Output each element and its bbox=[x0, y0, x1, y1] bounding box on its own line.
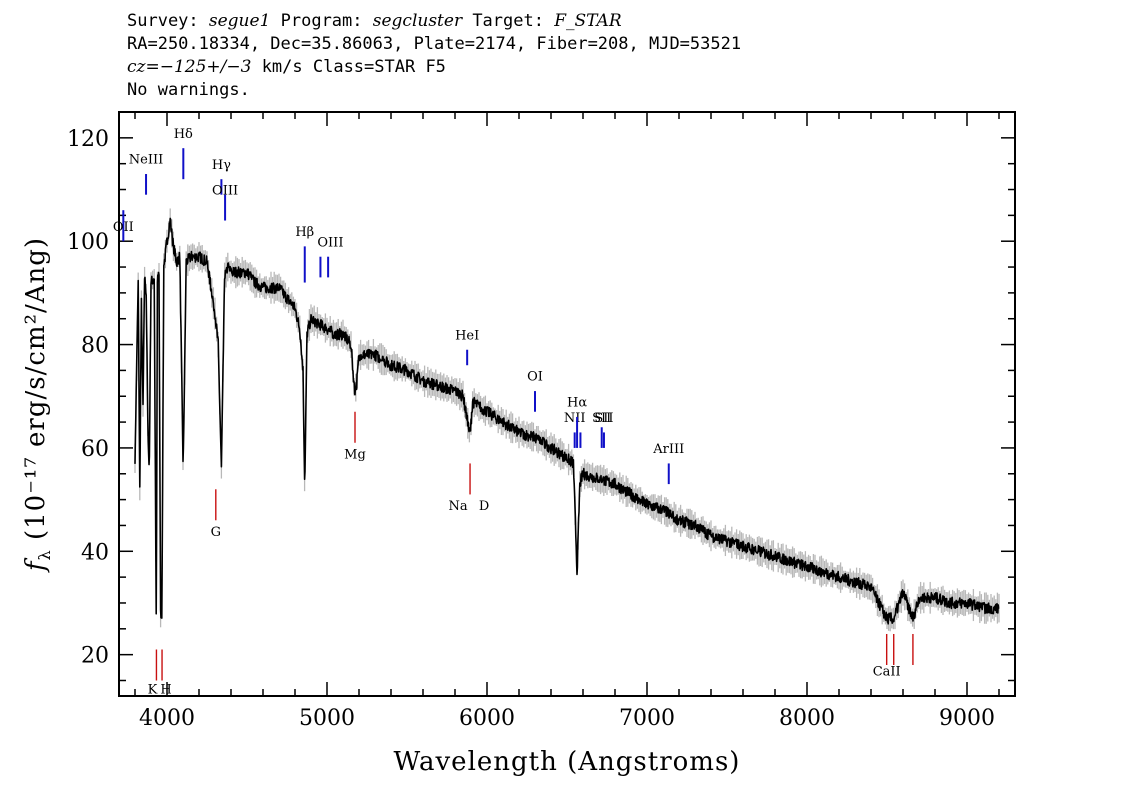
absorption-line-label: G bbox=[211, 525, 221, 540]
redshift-value: cz=−125+/−3 bbox=[127, 57, 252, 77]
class-value: km/s Class=STAR F5 bbox=[251, 57, 446, 77]
emission-line-label: HeI bbox=[455, 328, 479, 343]
y-tick-label: 60 bbox=[81, 437, 109, 462]
x-tick-label: 8000 bbox=[779, 706, 835, 731]
y-tick-label: 80 bbox=[81, 334, 109, 359]
x-tick-label: 7000 bbox=[619, 706, 675, 731]
survey-value: segue1 bbox=[208, 11, 271, 31]
emission-line-label: Hδ bbox=[174, 127, 193, 142]
survey-label: Survey: bbox=[127, 11, 209, 31]
axis-tick-labels: 4000 5000 6000 7000 8000 9000 20 40 60 80 100 120 bbox=[67, 127, 995, 731]
header-line-target: Survey: segue1 Program: segcluster Targe… bbox=[127, 10, 741, 33]
x-tick-label: 4000 bbox=[139, 706, 195, 731]
emission-line-label: Hβ bbox=[295, 225, 314, 240]
absorption-line-label: CaII bbox=[873, 664, 901, 679]
y-tick-label: 20 bbox=[81, 644, 109, 669]
y-axis-label: fλ (10⁻¹⁷ erg/s/cm²/Ang) bbox=[21, 237, 54, 573]
absorption-line-label: H bbox=[160, 682, 171, 697]
emission-line-label: OI bbox=[527, 370, 543, 385]
header-line-coordinates: RA=250.18334, Dec=35.86063, Plate=2174, … bbox=[127, 34, 742, 54]
header-line-warnings: No warnings. bbox=[127, 80, 250, 100]
x-tick-label: 6000 bbox=[459, 706, 515, 731]
absorption-line-label: Na bbox=[448, 499, 467, 514]
axis-ticks bbox=[119, 111, 1015, 696]
y-tick-label: 40 bbox=[81, 540, 109, 565]
y-label-rest: (10⁻¹⁷ erg/s/cm²/Ang) bbox=[21, 237, 51, 549]
x-axis-label: Wavelength (Angstroms) bbox=[394, 747, 741, 777]
absorption-line-label: K bbox=[148, 682, 158, 697]
line-markers: OIINeIIIHδHγOIIIHβOIIIHeIOINIIHαSIISIIAr… bbox=[113, 127, 914, 697]
spectrum-header: Survey: segue1 Program: segcluster Targe… bbox=[127, 10, 741, 102]
emission-line-label: OII bbox=[113, 220, 134, 235]
x-tick-label: 9000 bbox=[939, 706, 995, 731]
emission-line-label: NII bbox=[564, 411, 586, 426]
emission-line-label: ArIII bbox=[652, 442, 684, 457]
emission-line-label: OIII bbox=[317, 235, 343, 250]
emission-line-label: NeIII bbox=[129, 153, 163, 168]
y-tick-label: 120 bbox=[67, 127, 109, 152]
spectrum-line bbox=[134, 217, 1000, 625]
absorption-line-label: Mg bbox=[344, 447, 366, 462]
y-label-sub: λ bbox=[35, 549, 54, 560]
y-tick-label: 100 bbox=[67, 230, 109, 255]
target-label: Target: bbox=[462, 11, 555, 31]
plot-frame bbox=[118, 111, 1016, 697]
spectrum-series bbox=[134, 217, 1000, 625]
emission-line-label: SII bbox=[592, 411, 611, 426]
emission-line-label: Hα bbox=[567, 396, 587, 411]
program-value: segcluster bbox=[372, 11, 463, 31]
absorption-line-label: D bbox=[479, 499, 489, 514]
x-tick-label: 5000 bbox=[299, 706, 355, 731]
emission-line-label: SII bbox=[594, 411, 613, 426]
emission-line-label: OIII bbox=[212, 184, 238, 199]
header-line-redshift: cz=−125+/−3 km/s Class=STAR F5 bbox=[127, 56, 741, 79]
target-value: F_STAR bbox=[554, 11, 622, 31]
emission-line-label: Hγ bbox=[212, 158, 231, 173]
program-label: Program: bbox=[270, 11, 373, 31]
y-label-f: f bbox=[21, 557, 51, 573]
